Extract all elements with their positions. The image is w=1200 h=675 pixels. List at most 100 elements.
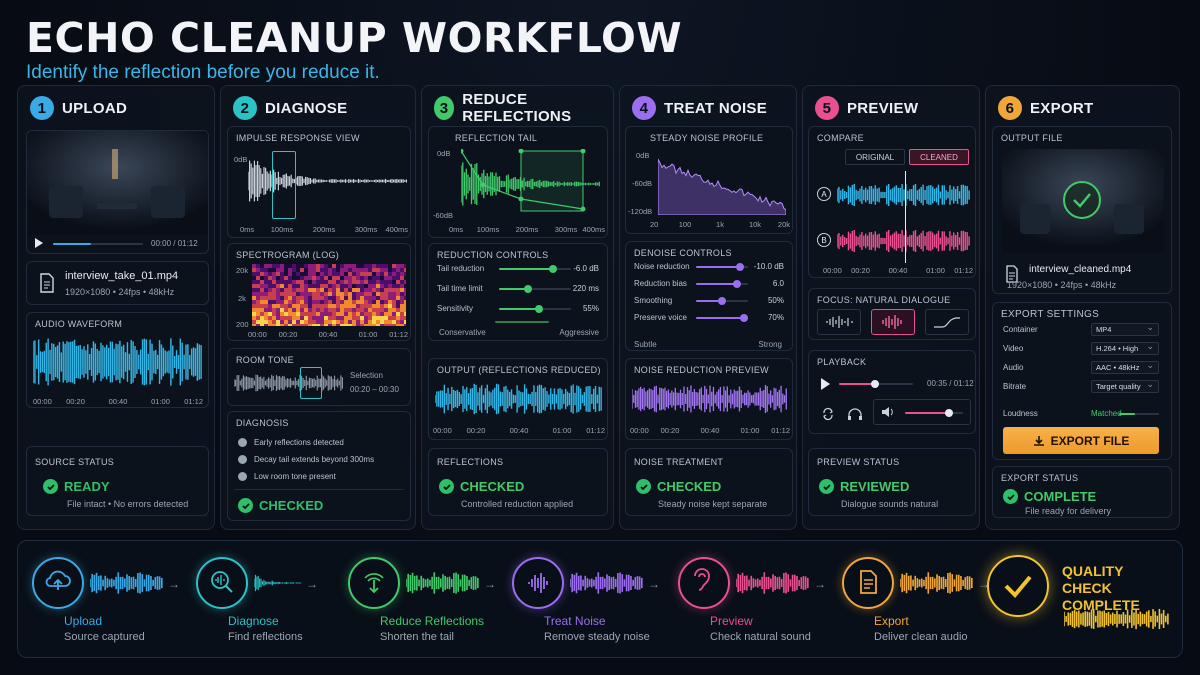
page-subtitle: Identify the reflection before you reduc…: [26, 62, 380, 83]
spectrogram-cell: [400, 308, 404, 312]
spectrogram-cell: [324, 308, 328, 312]
spectrogram-cell: [336, 288, 340, 292]
video-seek-bar[interactable]: [53, 243, 143, 245]
spectrogram-cell: [360, 272, 364, 276]
spectrogram-cell: [324, 272, 328, 276]
spectrogram-cell: [352, 276, 356, 280]
spectrogram-cell: [328, 316, 332, 320]
spectrogram-cell: [260, 312, 264, 316]
cleaned-toggle[interactable]: CLEANED: [909, 149, 969, 165]
selection-box[interactable]: [300, 367, 322, 399]
flow-waveform: [90, 572, 163, 594]
info-icon: [238, 472, 247, 481]
spectrogram-cell: [392, 316, 396, 320]
original-toggle[interactable]: ORIGINAL: [845, 149, 905, 165]
headphones-icon[interactable]: [847, 407, 863, 421]
strength-scale[interactable]: [495, 321, 549, 323]
dialogue-mode-icon[interactable]: [871, 309, 915, 335]
axis-tick: 01:12: [771, 426, 790, 435]
spectrogram-cell: [332, 288, 336, 292]
spectrogram-cell: [376, 272, 380, 276]
setting-dropdown[interactable]: MP4: [1091, 322, 1159, 336]
axis-tick: 01:00: [151, 397, 170, 406]
control-value: -6.0 dB: [573, 264, 599, 273]
spectrogram-cell: [352, 280, 356, 284]
playback-seek-bar[interactable]: [839, 380, 913, 388]
spectrogram-cell: [292, 284, 296, 288]
control-slider[interactable]: [696, 263, 748, 271]
loop-icon[interactable]: [821, 407, 835, 421]
ear-icon: [678, 557, 730, 609]
analysis-window[interactable]: [272, 151, 296, 219]
spectrogram-cell: [364, 276, 368, 280]
spectrogram-cell: [292, 280, 296, 284]
audio-waveform-card: AUDIO WAVEFORM 00:00 00:20 00:40 01:00 01:12: [26, 312, 209, 408]
axis-tick: 20k: [777, 220, 790, 229]
output-file-label: OUTPUT FILE: [1001, 133, 1063, 143]
spectrogram-cell: [372, 268, 376, 272]
spectrogram-cell: [324, 292, 328, 296]
spectrogram-cell: [284, 304, 288, 308]
spectrogram-cell: [256, 320, 260, 324]
status-detail: Steady noise kept separate: [658, 499, 768, 509]
spectrogram-cell: [340, 272, 344, 276]
status-value: READY: [64, 479, 110, 494]
play-icon[interactable]: [821, 378, 830, 390]
spectrogram-cell: [280, 284, 284, 288]
spectrogram-cell: [356, 308, 360, 312]
spectrogram-cell: [368, 272, 372, 276]
spectrogram-cell: [264, 300, 268, 304]
spectrogram-cell: [336, 300, 340, 304]
diagnosis-card: DIAGNOSIS Early reflections detected Dec…: [227, 411, 411, 521]
setting-dropdown[interactable]: Target quality: [1091, 379, 1159, 393]
curve-mode-icon[interactable]: [925, 309, 969, 335]
waveform-mode-icon[interactable]: [817, 309, 861, 335]
step-number-badge: 1: [30, 96, 54, 120]
spectrogram-cell: [312, 300, 316, 304]
track-a-button[interactable]: A: [817, 187, 831, 201]
axis-tick: 01:00: [358, 330, 378, 339]
control-slider[interactable]: [696, 280, 748, 288]
spectrogram-cell: [264, 304, 268, 308]
control-slider[interactable]: [499, 285, 571, 293]
spectrogram-cell: [304, 320, 308, 324]
axis-tick: 20: [650, 220, 659, 229]
spectrogram-cell: [392, 276, 396, 280]
setting-dropdown[interactable]: H.264 • High: [1091, 341, 1159, 355]
control-slider[interactable]: [499, 265, 571, 273]
spectrogram-cell: [364, 280, 368, 284]
spectrogram-cell: [252, 288, 256, 292]
spectrogram-cell: [396, 304, 400, 308]
spectrogram-cell: [348, 304, 352, 308]
spectrogram-cell: [376, 320, 380, 324]
control-value: 6.0: [772, 279, 784, 288]
spectrogram-cell: [356, 292, 360, 296]
video-player[interactable]: 00:00 / 01:12: [26, 130, 209, 254]
play-icon[interactable]: [35, 238, 43, 248]
axis-tick: 00:00: [630, 426, 649, 435]
spectrogram-cell: [404, 304, 406, 308]
spectrogram-cell: [340, 276, 344, 280]
spectrogram-cell: [360, 276, 364, 280]
spectrogram-cell: [288, 316, 292, 320]
spectrogram-cell: [356, 264, 360, 268]
track-b-button[interactable]: B: [817, 233, 831, 247]
diagnosis-item: Early reflections detected: [254, 438, 344, 447]
check-icon: [43, 479, 58, 494]
step-number-badge: 3: [434, 96, 455, 120]
export-file-button[interactable]: EXPORT FILE: [1003, 427, 1159, 454]
control-label: Tail reduction: [437, 264, 485, 273]
spectrogram-cell: [400, 312, 404, 316]
playhead[interactable]: [905, 171, 906, 263]
setting-dropdown[interactable]: AAC • 48kHz: [1091, 360, 1159, 374]
spectrogram-cell: [384, 292, 388, 296]
volume-slider[interactable]: [905, 409, 963, 417]
control-slider[interactable]: [696, 297, 748, 305]
control-slider[interactable]: [499, 305, 571, 313]
preview-label: NOISE REDUCTION PREVIEW: [634, 365, 769, 375]
volume-icon[interactable]: [881, 406, 895, 418]
spectrogram-cell: [404, 264, 406, 268]
control-slider[interactable]: [696, 314, 748, 322]
flow-step-title: Diagnose: [228, 614, 279, 628]
spectrogram-cell: [312, 308, 316, 312]
